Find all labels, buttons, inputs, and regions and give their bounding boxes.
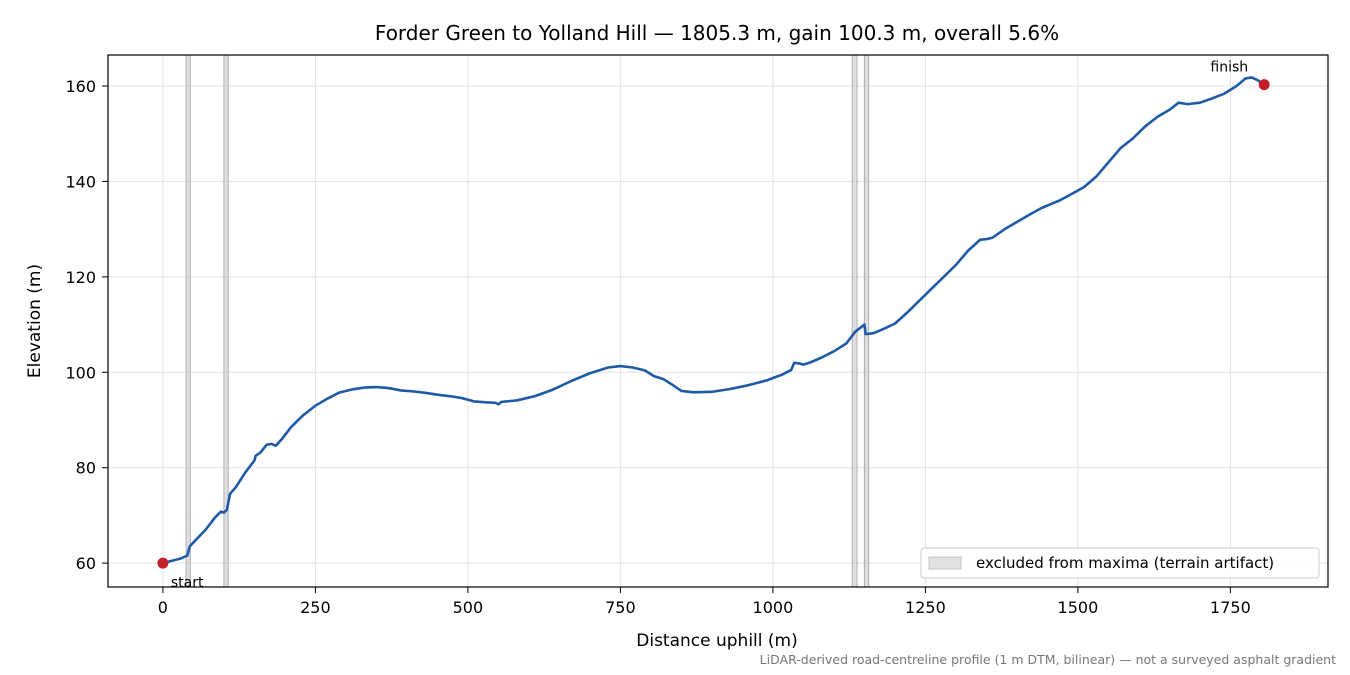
legend-label: excluded from maxima (terrain artifact) bbox=[976, 554, 1274, 572]
y-tick-label: 120 bbox=[65, 268, 96, 287]
x-tick-label: 1250 bbox=[905, 598, 946, 617]
finish-marker bbox=[1258, 79, 1270, 91]
y-tick-label: 100 bbox=[65, 363, 96, 382]
x-tick-label: 250 bbox=[300, 598, 331, 617]
x-tick-label: 1750 bbox=[1210, 598, 1251, 617]
chart-title: Forder Green to Yolland Hill — 1805.3 m,… bbox=[375, 21, 1059, 45]
excluded-band bbox=[223, 55, 229, 587]
x-tick-label: 1500 bbox=[1058, 598, 1099, 617]
excluded-band bbox=[852, 55, 858, 587]
excluded-band bbox=[186, 55, 191, 587]
y-tick-label: 160 bbox=[65, 77, 96, 96]
elevation-line bbox=[161, 76, 1266, 565]
axis-layer: 0 250 500 750 1000 1250 1500 1750 60 80 100 120 140 1… bbox=[65, 54, 1329, 617]
legend-box bbox=[920, 547, 1320, 579]
grid-layer bbox=[108, 55, 1328, 587]
x-tick-label: 1000 bbox=[753, 598, 794, 617]
footnote: LiDAR-derived road-centreline profile (1… bbox=[760, 652, 1336, 667]
y-tick-label: 140 bbox=[65, 172, 96, 191]
plot-frame bbox=[107, 54, 1329, 588]
excluded-band bbox=[864, 55, 869, 587]
x-tick-label: 500 bbox=[453, 598, 484, 617]
excluded-bands bbox=[185, 55, 870, 587]
start-marker bbox=[157, 557, 169, 569]
marker-layer: start finish bbox=[157, 60, 1270, 591]
start-label: start bbox=[171, 575, 204, 591]
y-tick-label: 60 bbox=[76, 554, 96, 573]
finish-label: finish bbox=[1210, 60, 1248, 76]
x-tick-label: 0 bbox=[158, 598, 168, 617]
series-layer bbox=[161, 76, 1266, 565]
legend: excluded from maxima (terrain artifact) bbox=[920, 547, 1320, 579]
x-axis-label: Distance uphill (m) bbox=[636, 631, 797, 651]
y-axis-label: Elevation (m) bbox=[25, 264, 45, 378]
x-tick-label: 750 bbox=[605, 598, 636, 617]
y-tick-label: 80 bbox=[76, 459, 96, 478]
legend-swatch bbox=[928, 556, 962, 570]
